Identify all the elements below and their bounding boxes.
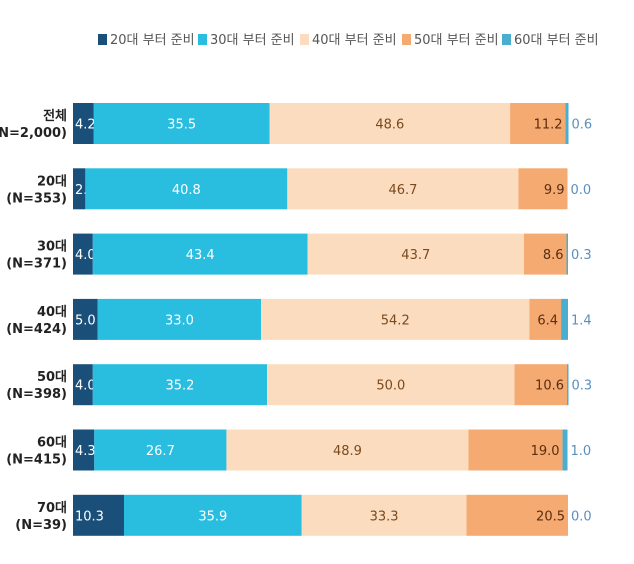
bar-segment-r5-s3 xyxy=(267,364,515,406)
value-label-r7-s3: 33.3 xyxy=(370,509,399,524)
category-label-6: 60대 (N=415) xyxy=(6,436,67,468)
value-label-r3-s1: 4.0 xyxy=(75,248,96,263)
legend-label-3: 40대 부터 준비 xyxy=(312,33,397,48)
value-label-r7-s5: 0.0 xyxy=(571,509,592,524)
bar-segment-r1-s3 xyxy=(269,103,511,144)
bar-segment-r7-s3 xyxy=(301,494,467,536)
value-label-r4-s2: 33.0 xyxy=(165,313,194,328)
bar-segment-r6-s5 xyxy=(562,429,568,471)
category-label-4: 40대 (N=424) xyxy=(6,305,67,337)
value-label-r6-s1: 4.3 xyxy=(75,444,96,459)
bars-group: 4.2 35.5 48.6 11.2 0.62.5 40.8 46.7 9.9 0.04.0 43… xyxy=(73,103,592,536)
category-label-3: 30대 (N=371) xyxy=(6,240,67,272)
value-label-r7-s4: 20.5 xyxy=(536,509,565,524)
bar-segment-r7-s4 xyxy=(466,494,568,536)
value-label-r6-s5: 1.0 xyxy=(571,444,592,459)
legend: 20대 부터 준비 30대 부터 준비 40대 부터 준비 50대 부터 준비 60대 … xyxy=(98,33,599,48)
value-label-r3-s4: 8.6 xyxy=(543,248,564,263)
value-label-r1-s3: 48.6 xyxy=(375,118,404,133)
bar-segment-r6-s1 xyxy=(73,429,95,471)
value-label-r1-s4: 11.2 xyxy=(534,118,563,133)
category-label-5: 50대 (N=398) xyxy=(6,370,67,402)
value-label-r6-s2: 26.7 xyxy=(146,444,175,459)
value-label-r5-s4: 10.6 xyxy=(535,379,564,394)
bar-segment-r1-s5 xyxy=(565,103,569,144)
bar-segment-r1-s1 xyxy=(73,103,94,144)
value-label-r5-s5: 0.3 xyxy=(571,379,592,394)
bar-segment-r5-s5 xyxy=(567,364,569,406)
bar-segment-r4-s1 xyxy=(73,298,98,340)
bar-segment-r6-s2 xyxy=(94,429,227,471)
bar-segment-r3-s5 xyxy=(566,233,568,275)
category-labels: 전체(N=2,000) 20대(N=353) 30대(N=371) 40대(N=424… xyxy=(0,108,67,533)
legend-swatch-2 xyxy=(198,34,207,45)
legend-swatch-3 xyxy=(300,34,309,45)
value-label-r4-s3: 54.2 xyxy=(381,313,410,328)
bar-segment-r5-s4 xyxy=(514,364,568,406)
value-label-r2-s3: 46.7 xyxy=(388,183,417,198)
bar-segment-r6-s3 xyxy=(226,429,469,471)
value-label-r4-s1: 5.0 xyxy=(75,313,96,328)
legend-swatch-5 xyxy=(502,34,511,45)
bar-segment-r3-s3 xyxy=(307,233,524,275)
category-label-1: 전체(N=2,000) xyxy=(0,108,67,141)
legend-label-2: 30대 부터 준비 xyxy=(210,33,295,48)
value-label-r3-s5: 0.3 xyxy=(571,248,592,263)
bar-segment-r1-s2 xyxy=(93,103,270,144)
bar-segment-r3-s1 xyxy=(73,233,93,275)
bar-segment-r4-s5 xyxy=(561,298,568,340)
value-label-r3-s3: 43.7 xyxy=(401,248,430,263)
value-label-r1-s5: 0.6 xyxy=(571,118,592,133)
value-label-r7-s2: 35.9 xyxy=(198,509,227,524)
value-label-r6-s4: 19.0 xyxy=(531,444,560,459)
value-label-r4-s4: 6.4 xyxy=(537,313,558,328)
value-label-r6-s3: 48.9 xyxy=(333,444,362,459)
value-label-r2-s4: 9.9 xyxy=(544,183,565,198)
bar-segment-r2-s1 xyxy=(73,168,86,210)
legend-swatch-4 xyxy=(402,34,411,45)
value-label-r5-s3: 50.0 xyxy=(376,379,405,394)
bar-segment-r6-s4 xyxy=(468,429,563,471)
bar-segment-r3-s4 xyxy=(523,233,567,275)
bar-segment-r4-s2 xyxy=(97,298,262,340)
value-label-r5-s1: 4.0 xyxy=(75,379,96,394)
bar-segment-r2-s3 xyxy=(287,168,519,210)
value-label-r3-s2: 43.4 xyxy=(186,248,215,263)
legend-label-1: 20대 부터 준비 xyxy=(110,33,195,48)
category-label-2: 20대 (N=353) xyxy=(6,174,67,206)
bar-segment-r5-s2 xyxy=(92,364,268,406)
value-label-r7-s1: 10.3 xyxy=(75,509,104,524)
value-label-r4-s5: 1.4 xyxy=(571,313,592,328)
legend-label-4: 50대 부터 준비 xyxy=(414,33,499,48)
legend-swatch-1 xyxy=(98,34,107,45)
bar-segment-r1-s4 xyxy=(510,103,566,144)
value-label-r5-s2: 35.2 xyxy=(165,379,194,394)
bar-segment-r5-s1 xyxy=(73,364,93,406)
bar-segment-r7-s1 xyxy=(73,494,124,536)
bar-segment-r2-s4 xyxy=(518,168,568,210)
bar-segment-r3-s2 xyxy=(92,233,308,275)
value-label-r2-s5: 0.0 xyxy=(571,183,592,198)
value-label-r1-s2: 35.5 xyxy=(167,118,196,133)
value-label-r1-s1: 4.2 xyxy=(75,118,96,133)
value-label-r2-s2: 40.8 xyxy=(172,183,201,198)
bar-segment-r7-s2 xyxy=(123,494,302,536)
bar-segment-r4-s3 xyxy=(261,298,530,340)
bar-segment-r2-s2 xyxy=(85,168,288,210)
legend-label-5: 60대 부터 준비 xyxy=(514,33,599,48)
category-label-7: 70대 (N=39) xyxy=(15,501,67,533)
bar-segment-r4-s4 xyxy=(529,298,562,340)
